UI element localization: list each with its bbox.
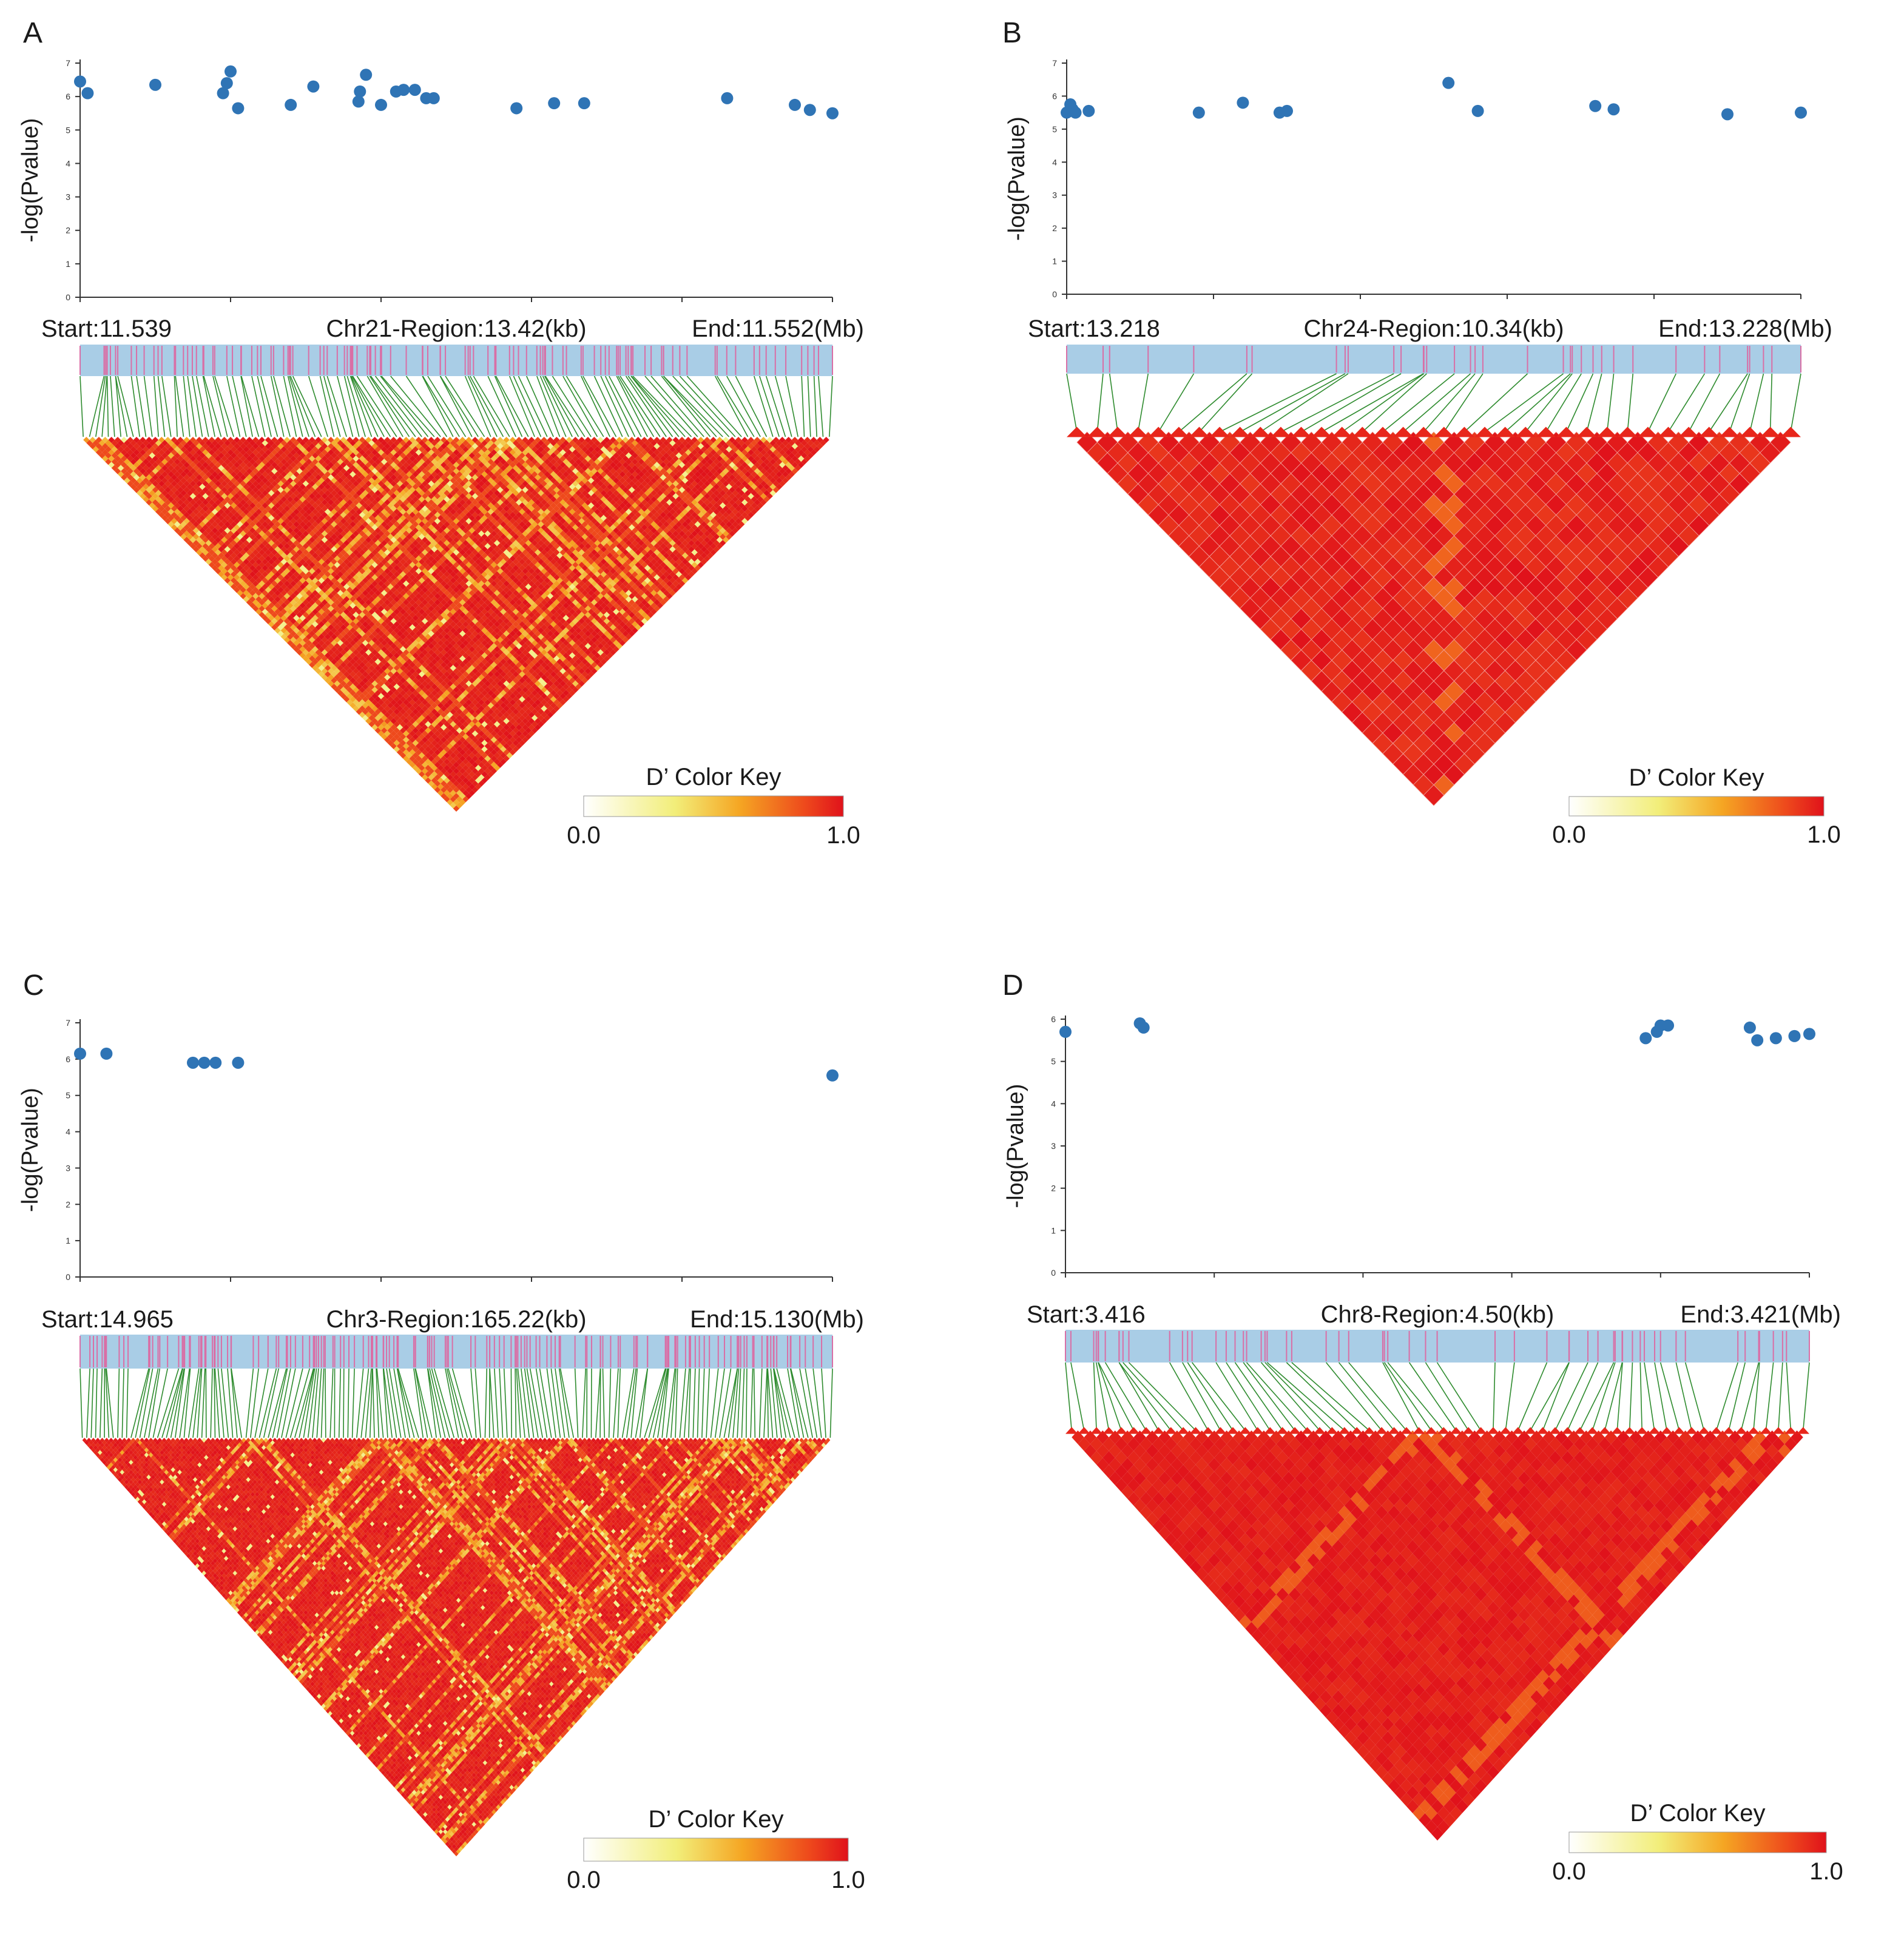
pvalue-point bbox=[826, 107, 839, 120]
pvalue-point bbox=[307, 81, 319, 93]
y-tick-label: 2 bbox=[66, 226, 70, 235]
pvalue-point bbox=[375, 99, 387, 111]
pvalue-point bbox=[232, 102, 244, 114]
snp-connector bbox=[215, 376, 234, 437]
snp-connector bbox=[633, 376, 691, 437]
snp-connector bbox=[80, 376, 83, 437]
region-start-label: Start:11.539 bbox=[41, 315, 172, 342]
ld-figure: A 0 1 2 3 4 5 6 7 -log(Pvalue) Start:11.539 Chr21-R… bbox=[0, 0, 1904, 1937]
pvalue-point bbox=[721, 92, 733, 104]
snp-connector bbox=[213, 376, 228, 437]
snp-connector bbox=[717, 376, 754, 437]
y-tick-label: 4 bbox=[66, 158, 70, 168]
pvalue-point bbox=[81, 87, 93, 99]
pvalue-point bbox=[548, 97, 560, 109]
snp-connector bbox=[380, 376, 428, 437]
snp-connector bbox=[351, 376, 378, 437]
snp-connector bbox=[545, 376, 585, 437]
pvalue-point bbox=[285, 99, 297, 111]
snp-connector bbox=[102, 376, 107, 437]
pvalue-point bbox=[74, 75, 86, 87]
snp-connector bbox=[814, 376, 817, 437]
snp-connector bbox=[293, 376, 322, 437]
snp-connector bbox=[337, 376, 353, 437]
snp-connector bbox=[440, 376, 471, 437]
snp-connector bbox=[110, 376, 115, 437]
snp-connector bbox=[819, 376, 823, 437]
pvalue-point bbox=[428, 92, 440, 104]
pvalue-point bbox=[789, 99, 801, 111]
snp-connector bbox=[144, 376, 152, 437]
snp-connector bbox=[680, 376, 735, 437]
pvalue-point bbox=[149, 79, 161, 91]
snp-connector bbox=[628, 376, 672, 437]
snp-position-bar bbox=[80, 345, 832, 376]
snp-connector bbox=[518, 376, 547, 437]
y-tick-label: 3 bbox=[66, 192, 70, 202]
snp-connector bbox=[289, 376, 309, 437]
pvalue-point bbox=[397, 84, 410, 96]
pvalue-point bbox=[354, 86, 366, 98]
pvalue-point bbox=[409, 84, 421, 96]
snp-connector bbox=[606, 376, 635, 437]
snp-connector bbox=[808, 376, 810, 437]
y-tick-label: 1 bbox=[66, 259, 70, 269]
snp-connectors bbox=[80, 376, 832, 437]
pvalue-point bbox=[221, 77, 233, 89]
y-axis-label: -log(Pvalue) bbox=[18, 118, 43, 243]
pvalue-point bbox=[510, 102, 522, 114]
snp-connector bbox=[541, 376, 566, 437]
y-tick-label: 7 bbox=[66, 58, 70, 68]
snp-connector bbox=[227, 376, 240, 437]
pvalue-point bbox=[578, 97, 590, 109]
snp-connector bbox=[241, 376, 252, 437]
snp-connector bbox=[203, 376, 215, 437]
region-label: Chr21-Region:13.42(kb) bbox=[326, 315, 586, 342]
y-tick-label: 5 bbox=[66, 125, 70, 135]
snp-connector bbox=[754, 376, 773, 437]
panel-label: A bbox=[23, 17, 42, 49]
snp-connector bbox=[802, 376, 804, 437]
pvalue-point bbox=[804, 104, 816, 116]
region-end-label: End:11.552(Mb) bbox=[692, 315, 864, 342]
pvalue-point bbox=[360, 69, 372, 81]
y-tick-label: 6 bbox=[66, 92, 70, 101]
snp-connector bbox=[583, 376, 616, 437]
pvalue-point bbox=[224, 66, 237, 78]
panel-a: A 0 1 2 3 4 5 6 7 -log(Pvalue) Start:11.539 Chr21-R… bbox=[18, 17, 864, 849]
snp-connector bbox=[327, 376, 346, 437]
ld-heatmap bbox=[83, 437, 829, 812]
snp-connector bbox=[661, 376, 710, 437]
snp-connector bbox=[829, 376, 832, 437]
snp-connector bbox=[601, 376, 629, 437]
y-tick-label: 0 bbox=[66, 292, 70, 302]
snp-connector bbox=[786, 376, 798, 437]
snp-connector bbox=[192, 376, 203, 437]
snp-connector bbox=[107, 376, 109, 437]
snp-connector bbox=[154, 376, 158, 437]
snp-connector bbox=[775, 376, 792, 437]
